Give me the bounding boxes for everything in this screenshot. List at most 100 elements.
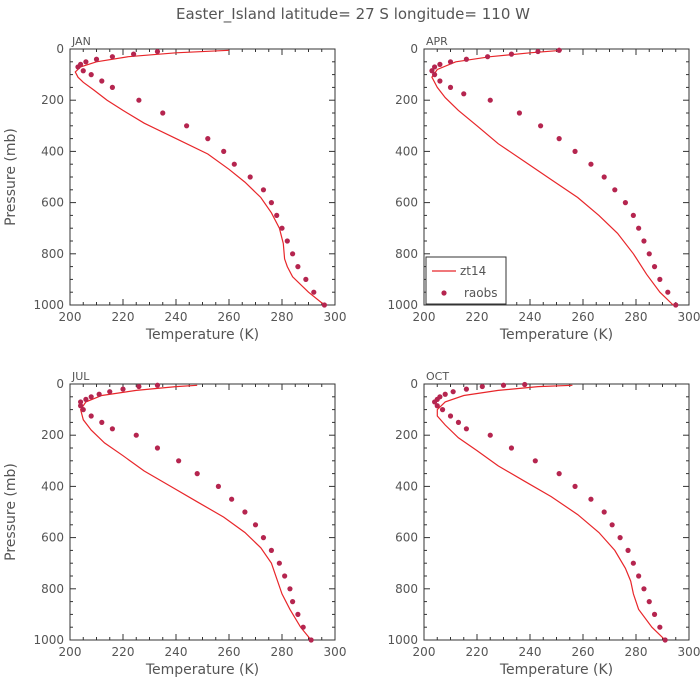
data-point-raobs [601,509,607,515]
data-point-raobs [78,399,84,405]
x-axis-label: Temperature (K) [499,327,613,343]
data-point-raobs [461,91,467,97]
y-tick-label: 1000 [387,298,418,312]
data-point-raobs [588,496,594,502]
data-point-raobs [622,200,629,206]
series-line-zt14 [436,384,666,641]
data-point-raobs [532,458,538,464]
y-tick-label: 200 [41,93,64,107]
y-tick-label: 1000 [33,633,64,647]
data-point-raobs [107,389,113,395]
data-point-raobs [450,389,456,395]
data-point-raobs [673,302,679,308]
data-point-raobs [99,419,105,425]
y-tick-label: 400 [41,479,64,493]
data-point-raobs [437,78,443,84]
data-point-raobs [429,68,435,74]
data-point-raobs [83,396,89,402]
data-point-raobs [641,238,647,244]
data-point-raobs [136,97,142,103]
data-point-raobs [205,136,211,142]
data-point-raobs [160,110,166,116]
data-point-raobs [651,264,658,270]
panel-jul: 200 220 240 260 280 300 0 200 400 600 800 1000 JUL Te… [3,370,346,678]
panel-label: JUL [71,370,90,383]
y-tick-label: 0 [410,42,418,56]
legend: zt14 raobs [425,256,507,305]
data-point-raobs [572,148,578,154]
data-point-raobs [252,522,259,528]
data-point-raobs [508,445,515,451]
series-line-zt14 [79,384,312,641]
panels-group: 200 220 240 260 280 300 0 200 400 600 800 1000 JAN Te… [3,35,700,678]
data-point-raobs [636,573,642,579]
x-tick-label: 240 [165,645,188,659]
x-tick-label: 220 [466,645,489,659]
data-point-raobs [80,68,86,74]
y-tick-label: 400 [395,144,418,158]
data-point-raobs [282,573,288,579]
panel-label: OCT [426,370,449,383]
data-point-raobs [300,624,306,630]
y-axis-label: Pressure (mb) [3,463,19,561]
x-tick-label: 240 [519,310,542,324]
data-point-raobs [646,251,652,257]
y-tick-label: 1000 [387,633,418,647]
data-point-raobs [657,624,663,630]
data-point-raobs [109,54,115,60]
data-point-raobs [442,391,448,397]
x-tick-label: 280 [271,645,294,659]
data-point-raobs [109,84,115,90]
legend-label-zt14: zt14 [460,264,486,278]
data-point-raobs [651,611,658,618]
data-point-raobs [625,547,631,554]
data-point-raobs [657,276,663,282]
data-point-raobs [287,586,293,592]
y-tick-label: 200 [395,93,418,107]
data-point-raobs [247,174,253,180]
panel-label: JAN [71,35,91,48]
data-point-raobs [522,381,528,388]
x-tick-label: 240 [519,645,542,659]
data-point-raobs [284,238,290,244]
data-point-raobs [487,432,493,438]
data-point-raobs [274,212,280,218]
x-tick-label: 220 [466,310,489,324]
data-point-raobs [279,225,285,231]
data-point-raobs [516,110,523,116]
y-tick-label: 600 [395,196,418,210]
data-point-raobs [268,200,274,206]
data-point-raobs [556,471,562,477]
y-tick-label: 800 [395,247,418,261]
data-point-raobs [588,161,594,167]
plot-frame [69,48,336,306]
x-tick-label: 280 [271,310,294,324]
data-point-raobs [290,251,296,257]
data-point-raobs [447,84,454,90]
y-tick-label: 200 [395,428,418,442]
data-point-raobs [463,426,469,432]
data-point-raobs [601,174,607,180]
data-point-raobs [154,48,161,55]
data-point-raobs [78,61,84,67]
data-point-raobs [432,64,438,70]
data-point-raobs [221,148,227,154]
data-point-raobs [276,560,282,566]
y-tick-label: 800 [41,582,64,596]
data-point-raobs [78,403,84,409]
legend-dot-swatch [441,290,447,296]
data-point-raobs [295,264,301,270]
y-tick-label: 0 [56,42,64,56]
data-point-raobs [556,47,562,53]
data-point-raobs [321,302,327,308]
x-axis-label: Temperature (K) [499,662,613,678]
data-point-raobs [93,56,100,62]
y-tick-label: 400 [41,144,64,158]
legend-box [425,256,507,305]
data-point-raobs [268,547,274,554]
data-point-raobs [109,426,115,432]
x-axis-label: Temperature (K) [145,662,259,678]
plot-frame [69,383,336,641]
y-tick-label: 600 [41,531,64,545]
